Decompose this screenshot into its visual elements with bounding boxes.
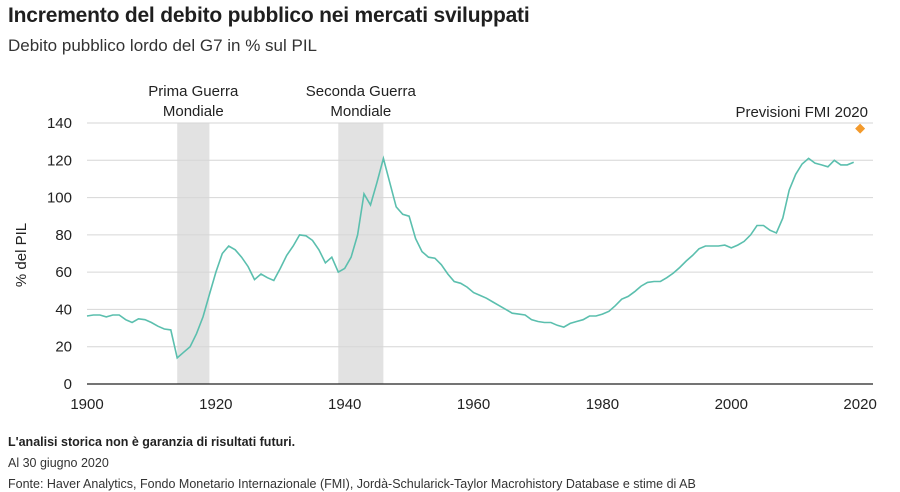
x-tick-label: 2000 — [715, 396, 748, 413]
shaded-period-1 — [177, 123, 210, 384]
y-axis-label: % del PIL — [13, 223, 30, 287]
shaded-period-2 — [338, 123, 384, 384]
period-label-line1: Prima Guerra — [148, 83, 239, 100]
chart-subtitle: Debito pubblico lordo del G7 in % sul PI… — [8, 36, 318, 55]
forecast-marker — [855, 123, 866, 134]
y-tick-label: 60 — [55, 264, 72, 281]
period-label-line1: Seconda Guerra — [306, 83, 417, 100]
footer-date: Al 30 giugno 2020 — [8, 456, 109, 470]
period-label-line2: Mondiale — [163, 103, 224, 120]
x-tick-label: 1960 — [457, 396, 490, 413]
y-tick-label: 80 — [55, 227, 72, 244]
y-tick-labels: 0 20 40 60 80 100 120 140 — [47, 115, 72, 393]
y-tick-label: 20 — [55, 339, 72, 356]
forecast-label: Previsioni FMI 2020 — [735, 104, 868, 121]
y-tick-label: 120 — [47, 152, 72, 169]
footer-source: Fonte: Haver Analytics, Fondo Monetario … — [8, 477, 696, 491]
x-tick-label: 1900 — [70, 396, 103, 413]
y-tick-label: 0 — [64, 376, 72, 393]
period-label-line2: Mondiale — [330, 103, 391, 120]
y-tick-label: 40 — [55, 301, 72, 318]
period-labels: Prima Guerra Mondiale Seconda Guerra Mondia… — [148, 83, 416, 120]
gridlines — [87, 122, 873, 385]
x-tick-label: 1940 — [328, 396, 361, 413]
x-tick-label: 1980 — [586, 396, 619, 413]
x-tick-label: 1920 — [199, 396, 232, 413]
x-tick-label: 2020 — [843, 396, 876, 413]
footer-disclaimer: L'analisi storica non è garanzia di risu… — [8, 435, 296, 449]
y-tick-label: 140 — [47, 115, 72, 132]
y-tick-label: 100 — [47, 190, 72, 207]
x-tick-labels: 1900 1920 1940 1960 1980 2000 2020 — [70, 396, 876, 413]
series-line — [86, 155, 855, 360]
chart-title: Incremento del debito pubblico nei merca… — [8, 4, 530, 27]
